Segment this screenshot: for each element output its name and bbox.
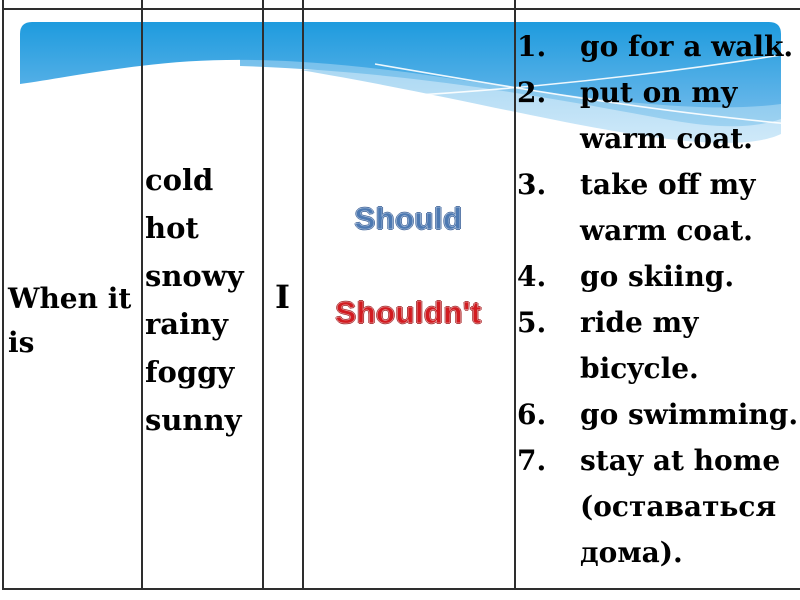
activity-row-wrap: (оставаться [514,484,798,530]
activity-number-empty [514,530,580,576]
activity-row: 6. go swimming. [514,392,798,438]
weather-word: sunny [145,403,242,437]
weather-words-cell: cold hot snowy rainy foggy sunny [145,156,244,444]
when-line-1: When it [8,282,132,315]
table-border-left [2,0,4,589]
activity-text: go skiing. [580,260,735,293]
activity-text: stay at home [580,444,781,477]
activities-list-cell: 1. go for a walk. 2. put on my warm coat… [514,24,798,576]
activity-text: дома). [580,536,683,569]
activity-row: 4. go skiing. [514,254,798,300]
weather-word: snowy [145,259,244,293]
wave-white-line-1 [254,54,782,102]
wave-white-line-2 [374,63,791,125]
activity-text: take off my [580,168,756,201]
activity-number-empty [514,346,580,392]
activity-number: 1. [517,30,547,63]
activity-text: warm coat. [580,122,753,155]
activity-number: 2. [517,76,547,109]
activity-number-empty [514,116,580,162]
weather-word: rainy [145,307,229,341]
activity-row: 3. take off my [514,162,798,208]
activity-text: ride my [580,306,699,339]
weather-word: cold [145,163,214,197]
activity-row-wrap: дома). [514,530,798,576]
activity-text: warm coat. [580,214,753,247]
activity-row: 1. go for a walk. [514,24,798,70]
wave-banner-decoration [20,22,791,143]
weather-word: foggy [145,355,235,389]
activity-row: 7. stay at home [514,438,798,484]
table-divider-activities [514,0,516,589]
activity-number: 3. [517,168,547,201]
activity-row: 2. put on my [514,70,798,116]
activity-number: 6. [517,398,547,431]
pronoun-i-cell: I [275,278,290,316]
activity-text: go swimming. [580,398,799,431]
activity-text: go for a walk. [580,30,794,63]
activity-row-wrap: warm coat. [514,208,798,254]
table-divider-pronoun [262,0,264,589]
modal-shouldnt-wordart: Shouldn't [335,295,482,331]
activity-text: bicycle. [580,352,699,385]
table-border-top [2,8,800,10]
activity-row-wrap: warm coat. [514,116,798,162]
activity-number: 5. [517,306,547,339]
wave-layer-main [20,22,781,108]
activity-number: 7. [517,444,547,477]
activity-row-wrap: bicycle. [514,346,798,392]
activity-number: 4. [517,260,547,293]
when-it-is-cell: When it is [8,277,131,365]
activity-number-empty [514,208,580,254]
table-border-bottom [2,588,800,590]
activity-row: 5. ride my [514,300,798,346]
table-divider-weather [141,0,143,589]
activity-number-empty [514,484,580,530]
table-divider-modal [302,0,304,589]
modal-should-wordart: Should [354,201,463,237]
when-line-2: is [8,326,35,359]
activity-text: put on my [580,76,738,109]
weather-word: hot [145,211,199,245]
activity-text: (оставаться [580,490,777,523]
